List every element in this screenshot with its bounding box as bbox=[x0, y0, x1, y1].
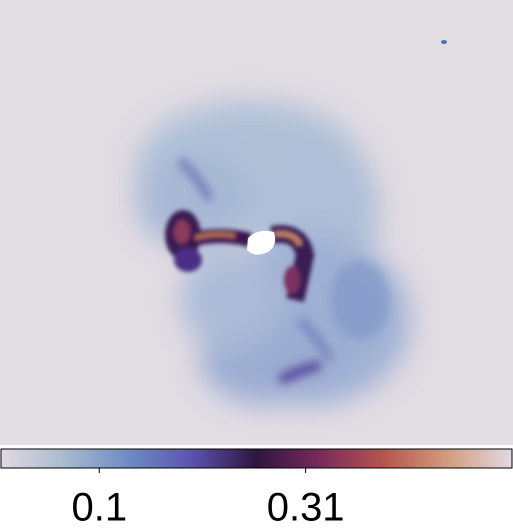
colorbar bbox=[0, 448, 513, 469]
filaments bbox=[177, 157, 390, 385]
colorbar-tick-label: 0.31 bbox=[267, 486, 345, 530]
colorbar-tick-label: 0.1 bbox=[71, 486, 127, 530]
point-source bbox=[441, 40, 447, 44]
jets bbox=[165, 210, 315, 303]
diffuse-emission bbox=[135, 100, 410, 405]
core bbox=[247, 230, 276, 255]
colorbar-ramp bbox=[0, 448, 513, 469]
image bbox=[0, 0, 513, 445]
